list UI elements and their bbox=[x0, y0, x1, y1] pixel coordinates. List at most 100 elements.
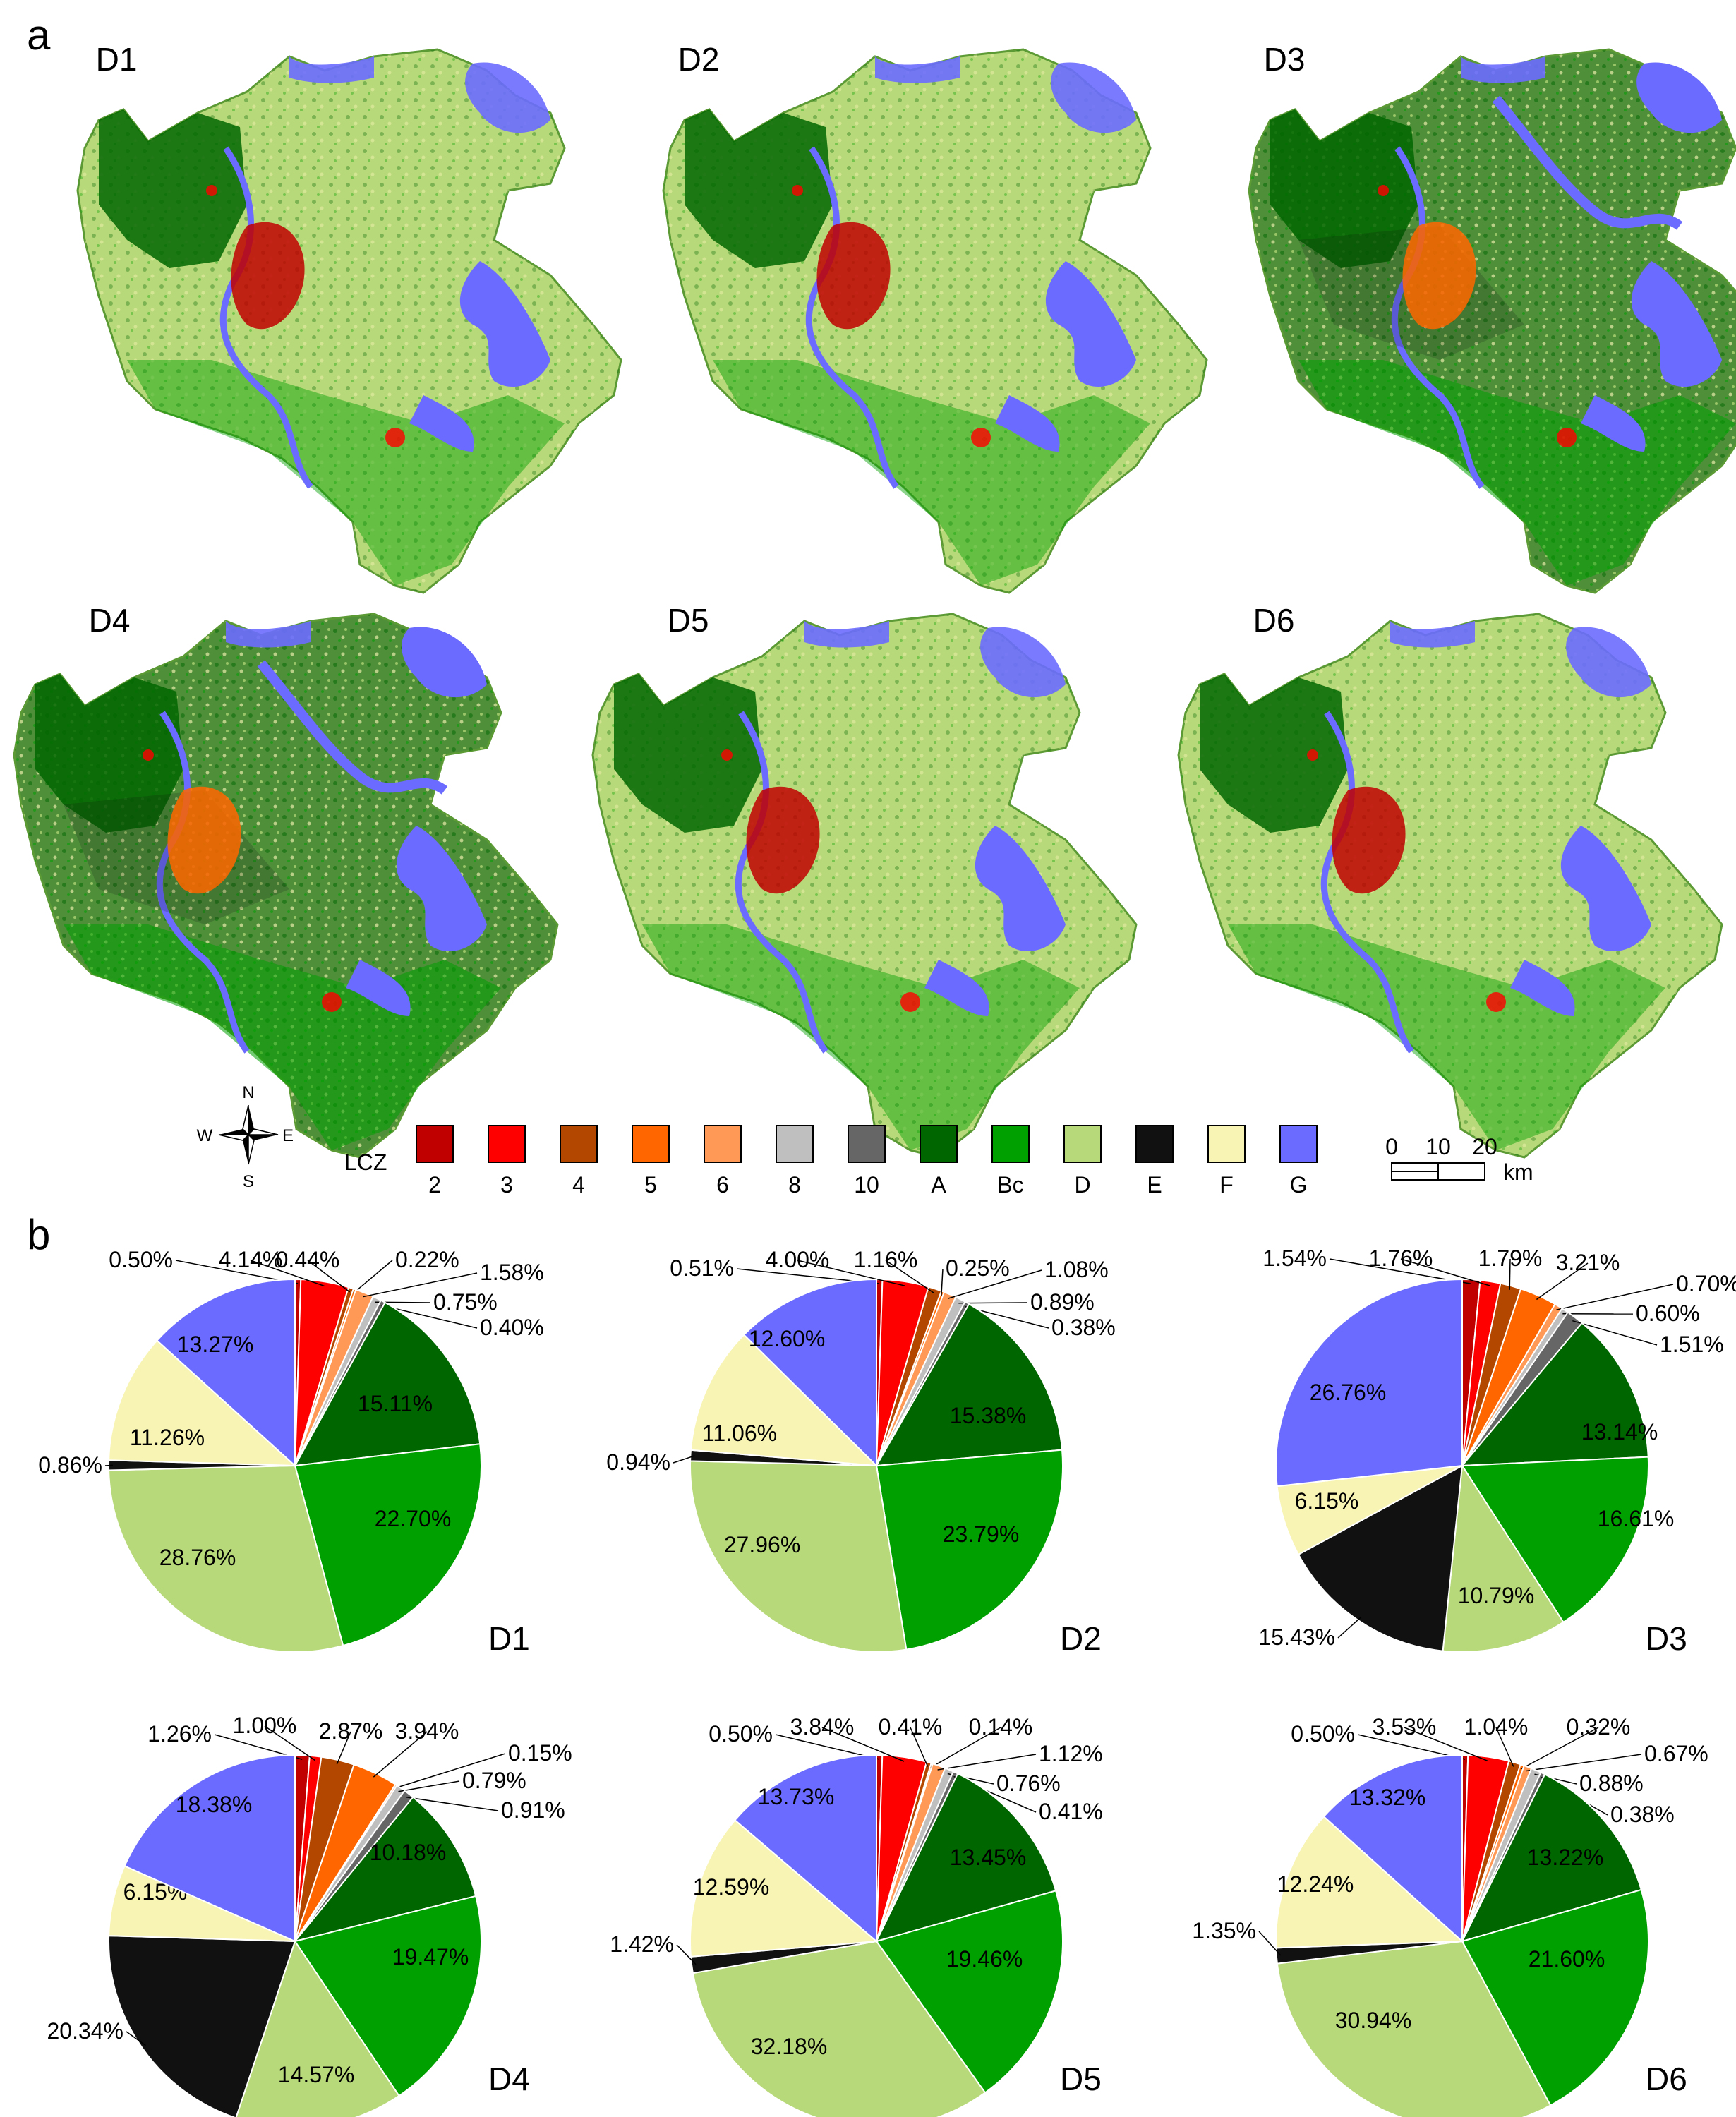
pie-label-10: 1.51% bbox=[1660, 1332, 1724, 1357]
pie-label-4: 1.04% bbox=[1464, 1714, 1529, 1739]
legend-label-4: 4 bbox=[572, 1172, 585, 1198]
pie-label-3: 3.84% bbox=[790, 1714, 855, 1739]
pie-label-3: 4.00% bbox=[766, 1247, 830, 1272]
leader-line bbox=[250, 1260, 325, 1287]
leader-line bbox=[353, 1260, 393, 1294]
map-title-d4: D4 bbox=[89, 602, 131, 639]
leader-line bbox=[941, 1268, 944, 1296]
pie-label-10: 0.40% bbox=[480, 1315, 544, 1340]
panel-b-label: b bbox=[27, 1211, 50, 1258]
pie-label-6: 1.12% bbox=[1039, 1741, 1103, 1766]
legend-label-d: D bbox=[1074, 1172, 1090, 1198]
pie-label-e: 15.43% bbox=[1258, 1624, 1335, 1650]
pie-slice-a bbox=[875, 1303, 1063, 1467]
pie-slice-a bbox=[875, 1773, 1057, 1943]
pie-d6: 0.50% 3.53% 1.04% 0.32% 0.67%0.88% 0.38%13.22… bbox=[1192, 1714, 1708, 2117]
compass-e: E bbox=[282, 1126, 294, 1145]
leader-line bbox=[363, 1272, 478, 1298]
pie-label-f: 6.15% bbox=[1295, 1488, 1359, 1514]
legend-label-5: 5 bbox=[644, 1172, 657, 1198]
scale-tick-10: 10 bbox=[1425, 1134, 1451, 1159]
legend-label-3: 3 bbox=[500, 1172, 513, 1198]
pie-title-d6: D6 bbox=[1646, 2061, 1687, 2097]
pie-label-2: 0.50% bbox=[1291, 1721, 1355, 1747]
map-d4 bbox=[13, 613, 559, 1159]
pie-label-e: 20.34% bbox=[47, 2018, 123, 2044]
pie-slice-a bbox=[294, 1301, 481, 1467]
pie-slice-bc bbox=[1461, 1888, 1649, 2106]
pie-d5: 0.50% 3.84% 0.41% 0.14%1.12% 0.76% 0.41% 13.45… bbox=[610, 1714, 1103, 2117]
pie-label-bc: 16.61% bbox=[1598, 1506, 1675, 1531]
north-arrow-icon: N S E W bbox=[197, 1083, 294, 1191]
pie-label-8: 0.79% bbox=[462, 1768, 526, 1793]
legend-swatch-e bbox=[1135, 1125, 1174, 1163]
pie-slice-d bbox=[1276, 1940, 1552, 2117]
legend-swatch-4 bbox=[560, 1125, 598, 1163]
leader-line bbox=[937, 1754, 1037, 1771]
pie-label-4: 0.44% bbox=[276, 1247, 340, 1272]
legend-label-6: 6 bbox=[716, 1172, 729, 1198]
pie-slice-a bbox=[1461, 1773, 1642, 1943]
pie-label-bc: 22.70% bbox=[375, 1506, 452, 1531]
scale-unit: km bbox=[1503, 1159, 1533, 1185]
pie-label-6: 0.67% bbox=[1644, 1741, 1708, 1766]
pie-slice-bc bbox=[875, 1890, 1063, 2094]
pie-slice-g bbox=[1275, 1278, 1463, 1488]
leader-line bbox=[1495, 1727, 1514, 1767]
pie-label-6: 0.70% bbox=[1676, 1271, 1736, 1296]
legend-swatch-g bbox=[1279, 1125, 1318, 1163]
pie-label-8: 0.76% bbox=[996, 1771, 1061, 1796]
leader-line bbox=[1337, 1617, 1362, 1639]
pie-label-d: 32.18% bbox=[751, 2034, 828, 2059]
legend-swatch-3 bbox=[488, 1125, 526, 1163]
pie-label-d: 27.96% bbox=[724, 1532, 801, 1557]
pie-title-d5: D5 bbox=[1060, 2061, 1102, 2097]
leader-line bbox=[821, 1727, 905, 1762]
pie-label-g: 26.76% bbox=[1310, 1380, 1387, 1405]
leader-line bbox=[393, 1753, 506, 1790]
legend: 2 3 4 5 6 8 10 A Bc D E F G bbox=[416, 1125, 1318, 1198]
compass-n: N bbox=[242, 1083, 254, 1102]
pie-label-a: 13.45% bbox=[950, 1845, 1027, 1870]
pie-slice-g bbox=[156, 1278, 296, 1468]
panel-a-label: a bbox=[27, 11, 51, 59]
map-d2 bbox=[662, 48, 1208, 594]
pie-slice-f bbox=[689, 1819, 879, 1958]
pie-label-a: 13.14% bbox=[1581, 1419, 1658, 1444]
pie-slice-f bbox=[1275, 1815, 1464, 1949]
pie-slice-bc bbox=[1461, 1456, 1650, 1624]
leader-line bbox=[1520, 1727, 1599, 1770]
pie-slice-d bbox=[692, 1940, 987, 2117]
pie-label-2: 0.51% bbox=[670, 1255, 734, 1281]
leader-line bbox=[1509, 1258, 1511, 1290]
legend-swatch-f bbox=[1207, 1125, 1246, 1163]
pie-label-8: 0.75% bbox=[433, 1289, 498, 1315]
pie-label-10: 0.38% bbox=[1051, 1315, 1116, 1340]
legend-swatch-8 bbox=[776, 1125, 814, 1163]
pie-d4: 1.26% 1.00% 2.87% 3.94% 0.15%0.79% 0.91% 10.18… bbox=[47, 1713, 572, 2117]
pie-label-3: 4.14% bbox=[219, 1247, 283, 1272]
pie-label-5: 3.21% bbox=[1556, 1250, 1620, 1275]
leader-line bbox=[1572, 1320, 1658, 1346]
compass-s: S bbox=[243, 1172, 254, 1191]
map-d1 bbox=[76, 48, 622, 594]
pie-label-d: 30.94% bbox=[1335, 2008, 1412, 2033]
leader-line bbox=[406, 1797, 499, 1811]
pie-label-e: 1.35% bbox=[1192, 1918, 1256, 1943]
pie-label-g: 12.60% bbox=[749, 1326, 826, 1351]
leader-line bbox=[910, 1727, 929, 1767]
pie-label-f: 12.59% bbox=[693, 1874, 770, 1900]
leader-line bbox=[885, 1260, 934, 1293]
pie-label-3: 1.76% bbox=[1369, 1246, 1433, 1271]
pie-label-2: 0.50% bbox=[709, 1721, 773, 1747]
leader-line bbox=[373, 1731, 428, 1778]
leader-line bbox=[1536, 1262, 1589, 1301]
pie-title-d4: D4 bbox=[488, 2061, 530, 2097]
legend-label-e: E bbox=[1147, 1172, 1162, 1198]
pie-slice-d bbox=[1442, 1464, 1565, 1653]
map-title-d1: D1 bbox=[96, 41, 138, 78]
pie-label-e: 1.42% bbox=[610, 1931, 674, 1957]
legend-swatch-6 bbox=[704, 1125, 742, 1163]
map-title-d2: D2 bbox=[678, 41, 720, 78]
